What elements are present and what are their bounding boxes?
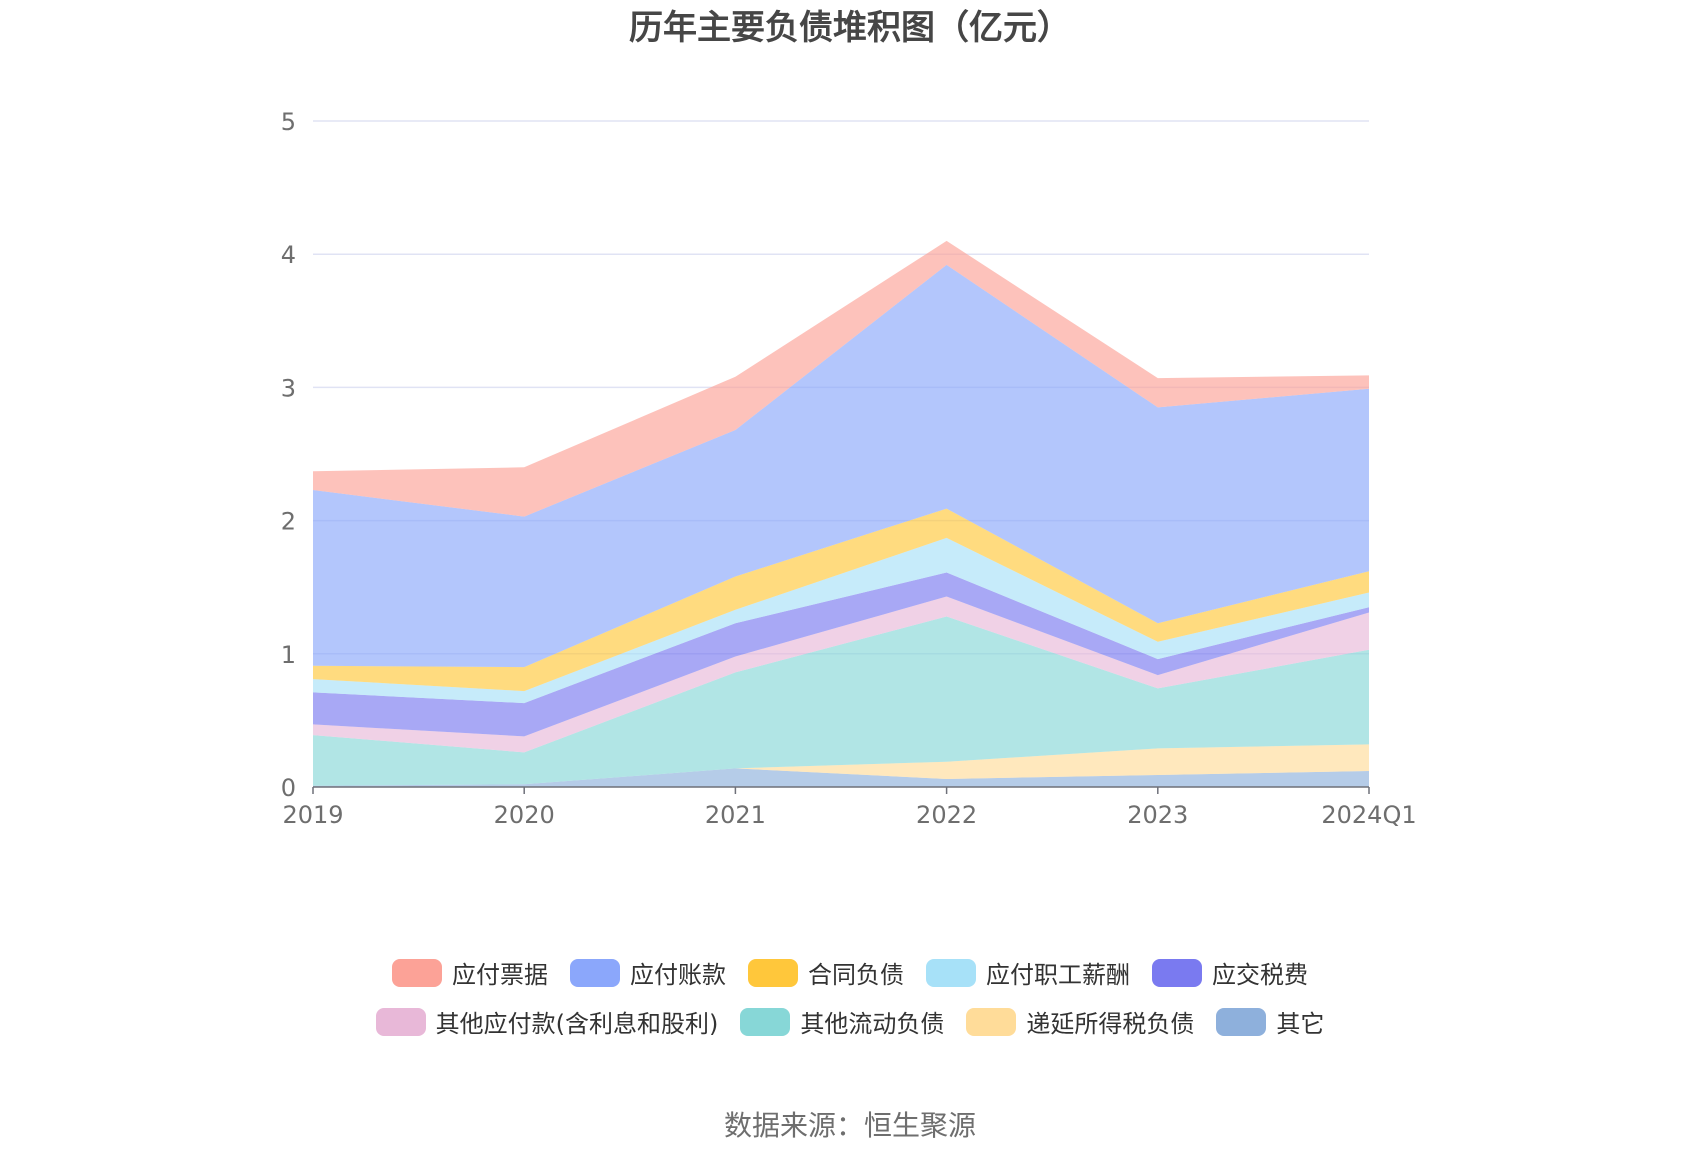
legend-swatch <box>926 958 976 987</box>
legend-item[interactable]: 合同负债 <box>748 955 904 990</box>
legend-label: 合同负债 <box>808 961 904 989</box>
legend-swatch <box>392 958 442 987</box>
legend-label: 递延所得税负债 <box>1026 1010 1195 1038</box>
series-area[interactable] <box>313 537 1369 704</box>
chart-title: 历年主要负债堆积图（亿元） <box>629 8 1071 48</box>
y-tick-label: 3 <box>281 374 296 402</box>
legend-swatch <box>1152 958 1202 987</box>
series-area[interactable] <box>313 768 1369 787</box>
legend-swatch <box>375 1007 426 1036</box>
x-tick-label: 2020 <box>494 801 555 829</box>
x-tick-label: 2023 <box>1127 801 1188 829</box>
legend-label: 其它 <box>1276 1010 1325 1038</box>
series-area[interactable] <box>313 508 1369 692</box>
legend-swatch <box>966 1007 1017 1036</box>
legend-swatch <box>740 1007 791 1036</box>
y-tick-label: 5 <box>281 108 296 136</box>
series-area[interactable] <box>313 744 1369 786</box>
stacked-area-chart: 0 1 2 3 4 5 2019 2020 2021 2022 2023 2024Q1 <box>281 108 1417 829</box>
legend-item[interactable]: 其它 <box>1216 1004 1324 1039</box>
legend-row-1: 应付票据 应付账款 合同负债 应付职工薪酬 应交税费 <box>0 955 1700 990</box>
series-area[interactable] <box>313 240 1369 517</box>
y-tick-label: 0 <box>281 774 296 802</box>
legend-item[interactable]: 其他流动负债 <box>740 1004 944 1039</box>
series-area[interactable] <box>313 596 1369 753</box>
legend-item[interactable]: 应付职工薪酬 <box>926 955 1130 990</box>
x-tick-label: 2021 <box>705 801 766 829</box>
legend-item[interactable]: 应付票据 <box>392 955 548 990</box>
data-source: 数据来源：恒生聚源 <box>723 1109 976 1142</box>
series-area[interactable] <box>313 264 1369 668</box>
legend-label: 应付账款 <box>630 961 726 989</box>
legend-item[interactable]: 其他应付款(含利息和股利) <box>375 1004 719 1039</box>
x-tick-label: 2022 <box>916 801 977 829</box>
legend-item[interactable]: 递延所得税负债 <box>966 1004 1194 1039</box>
legend-label: 其他流动负债 <box>800 1010 945 1038</box>
legend-label: 其他应付款(含利息和股利) <box>435 1010 719 1038</box>
legend-row-2: 其他应付款(含利息和股利) 其他流动负债 递延所得税负债 其它 <box>0 1004 1700 1039</box>
legend-label: 应付票据 <box>452 961 548 989</box>
y-tick-label: 1 <box>281 641 296 669</box>
legend-item[interactable]: 应付账款 <box>570 955 726 990</box>
series-area[interactable] <box>313 616 1369 786</box>
legend-item[interactable]: 应交税费 <box>1152 955 1308 990</box>
y-tick-label: 2 <box>281 508 296 536</box>
series-area[interactable] <box>313 572 1369 737</box>
legend-swatch <box>570 958 620 987</box>
legend-label: 应交税费 <box>1212 961 1308 989</box>
legend-swatch <box>1216 1007 1267 1036</box>
legend-label: 应付职工薪酬 <box>986 961 1130 989</box>
y-tick-label: 4 <box>281 241 296 269</box>
x-tick-label: 2024Q1 <box>1321 801 1416 829</box>
x-tick-label: 2019 <box>282 801 343 829</box>
legend-swatch <box>748 958 798 987</box>
